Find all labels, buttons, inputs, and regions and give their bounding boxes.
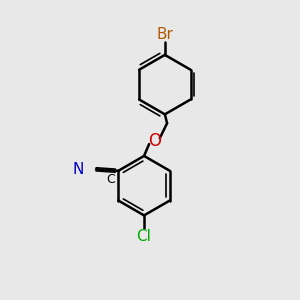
Text: N: N [73, 162, 84, 177]
Text: Cl: Cl [136, 229, 152, 244]
Text: O: O [148, 132, 161, 150]
Text: C: C [106, 173, 115, 186]
Text: Br: Br [156, 26, 173, 41]
